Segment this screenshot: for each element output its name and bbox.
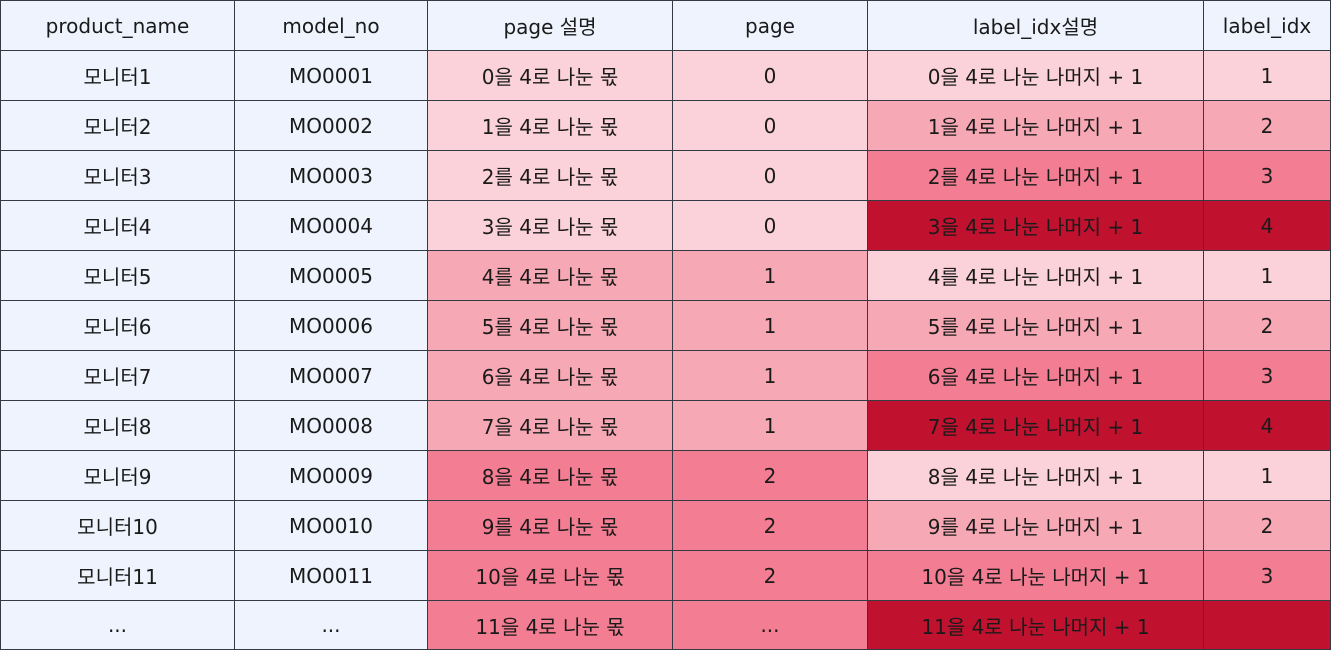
cell-label-idx: 2 [1203, 500, 1331, 551]
cell-label-idx: 1 [1203, 50, 1331, 101]
table-row: 모니터2 MO0002 1을 4로 나눈 몫 0 1을 4로 나눈 나머지 + … [0, 100, 1331, 151]
table-row: 모니터7 MO0007 6을 4로 나눈 몫 1 6을 4로 나눈 나머지 + … [0, 350, 1331, 401]
cell-product-name: 모니터3 [0, 150, 235, 201]
cell-page: 1 [672, 300, 868, 351]
cell-product-name: 모니터8 [0, 400, 235, 451]
cell-page-desc: 4를 4로 나눈 몫 [427, 250, 673, 301]
cell-model-no: MO0005 [234, 250, 428, 301]
cell-label-idx: 1 [1203, 450, 1331, 501]
cell-model-no: MO0007 [234, 350, 428, 401]
cell-page-desc: 1을 4로 나눈 몫 [427, 100, 673, 151]
cell-page: 2 [672, 500, 868, 551]
table-row: 모니터11 MO0011 10을 4로 나눈 몫 2 10을 4로 나눈 나머지… [0, 550, 1331, 601]
cell-label-desc: 11을 4로 나눈 나머지 + 1 [867, 600, 1204, 650]
cell-model-no: MO0010 [234, 500, 428, 551]
cell-page: 1 [672, 250, 868, 301]
cell-product-name: 모니터7 [0, 350, 235, 401]
cell-label-idx: 1 [1203, 250, 1331, 301]
cell-label-idx: 2 [1203, 300, 1331, 351]
cell-page: 0 [672, 100, 868, 151]
cell-product-name: 모니터9 [0, 450, 235, 501]
table-row: 모니터1 MO0001 0을 4로 나눈 몫 0 0을 4로 나눈 나머지 + … [0, 50, 1331, 101]
header-label-desc: label_idx설명 [867, 0, 1204, 51]
cell-page-desc: 2를 4로 나눈 몫 [427, 150, 673, 201]
cell-page: ... [672, 600, 868, 650]
cell-label-desc: 10을 4로 나눈 나머지 + 1 [867, 550, 1204, 601]
cell-label-idx: 3 [1203, 350, 1331, 401]
cell-page: 1 [672, 400, 868, 451]
header-row: product_name model_no page 설명 page label… [0, 0, 1331, 51]
cell-product-name: ... [0, 600, 235, 650]
header-page: page [672, 0, 868, 51]
cell-page-desc: 6을 4로 나눈 몫 [427, 350, 673, 401]
cell-page-desc: 7을 4로 나눈 몫 [427, 400, 673, 451]
table-row: 모니터5 MO0005 4를 4로 나눈 몫 1 4를 4로 나눈 나머지 + … [0, 250, 1331, 301]
cell-page: 0 [672, 50, 868, 101]
header-label-idx: label_idx [1203, 0, 1331, 51]
cell-label-desc: 1을 4로 나눈 나머지 + 1 [867, 100, 1204, 151]
cell-model-no: MO0001 [234, 50, 428, 101]
cell-label-idx: 3 [1203, 150, 1331, 201]
cell-page-desc: 5를 4로 나눈 몫 [427, 300, 673, 351]
cell-product-name: 모니터2 [0, 100, 235, 151]
cell-product-name: 모니터6 [0, 300, 235, 351]
cell-product-name: 모니터10 [0, 500, 235, 551]
cell-model-no: MO0002 [234, 100, 428, 151]
header-model-no: model_no [234, 0, 428, 51]
cell-model-no: MO0011 [234, 550, 428, 601]
cell-model-no: MO0008 [234, 400, 428, 451]
cell-page-desc: 3을 4로 나눈 몫 [427, 200, 673, 251]
cell-label-idx: 4 [1203, 200, 1331, 251]
table-row: 모니터9 MO0009 8을 4로 나눈 몫 2 8을 4로 나눈 나머지 + … [0, 450, 1331, 501]
cell-label-desc: 3을 4로 나눈 나머지 + 1 [867, 200, 1204, 251]
cell-product-name: 모니터11 [0, 550, 235, 601]
cell-label-desc: 9를 4로 나눈 나머지 + 1 [867, 500, 1204, 551]
cell-model-no: MO0004 [234, 200, 428, 251]
cell-label-idx: 4 [1203, 400, 1331, 451]
cell-page-desc: 0을 4로 나눈 몫 [427, 50, 673, 101]
cell-label-idx: 3 [1203, 550, 1331, 601]
cell-page: 1 [672, 350, 868, 401]
cell-page: 0 [672, 150, 868, 201]
cell-product-name: 모니터4 [0, 200, 235, 251]
cell-page-desc: 10을 4로 나눈 몫 [427, 550, 673, 601]
cell-page-desc: 11을 4로 나눈 몫 [427, 600, 673, 650]
cell-model-no: MO0006 [234, 300, 428, 351]
cell-label-desc: 4를 4로 나눈 나머지 + 1 [867, 250, 1204, 301]
cell-model-no: MO0009 [234, 450, 428, 501]
cell-page: 2 [672, 450, 868, 501]
table-row: 모니터6 MO0006 5를 4로 나눈 몫 1 5를 4로 나눈 나머지 + … [0, 300, 1331, 351]
cell-page: 0 [672, 200, 868, 251]
table-row: 모니터10 MO0010 9를 4로 나눈 몫 2 9를 4로 나눈 나머지 +… [0, 500, 1331, 551]
cell-label-desc: 0을 4로 나눈 나머지 + 1 [867, 50, 1204, 101]
cell-product-name: 모니터5 [0, 250, 235, 301]
cell-product-name: 모니터1 [0, 50, 235, 101]
cell-label-desc: 2를 4로 나눈 나머지 + 1 [867, 150, 1204, 201]
cell-label-idx [1203, 600, 1331, 650]
cell-label-desc: 6을 4로 나눈 나머지 + 1 [867, 350, 1204, 401]
cell-model-no: ... [234, 600, 428, 650]
cell-label-desc: 7을 4로 나눈 나머지 + 1 [867, 400, 1204, 451]
cell-page: 2 [672, 550, 868, 601]
cell-label-desc: 8을 4로 나눈 나머지 + 1 [867, 450, 1204, 501]
table-row: ... ... 11을 4로 나눈 몫 ... 11을 4로 나눈 나머지 + … [0, 600, 1331, 650]
cell-model-no: MO0003 [234, 150, 428, 201]
cell-label-desc: 5를 4로 나눈 나머지 + 1 [867, 300, 1204, 351]
cell-label-idx: 2 [1203, 100, 1331, 151]
header-product-name: product_name [0, 0, 235, 51]
cell-page-desc: 8을 4로 나눈 몫 [427, 450, 673, 501]
table-row: 모니터8 MO0008 7을 4로 나눈 몫 1 7을 4로 나눈 나머지 + … [0, 400, 1331, 451]
table-row: 모니터4 MO0004 3을 4로 나눈 몫 0 3을 4로 나눈 나머지 + … [0, 200, 1331, 251]
cell-page-desc: 9를 4로 나눈 몫 [427, 500, 673, 551]
table-row: 모니터3 MO0003 2를 4로 나눈 몫 0 2를 4로 나눈 나머지 + … [0, 150, 1331, 201]
header-page-desc: page 설명 [427, 0, 673, 51]
